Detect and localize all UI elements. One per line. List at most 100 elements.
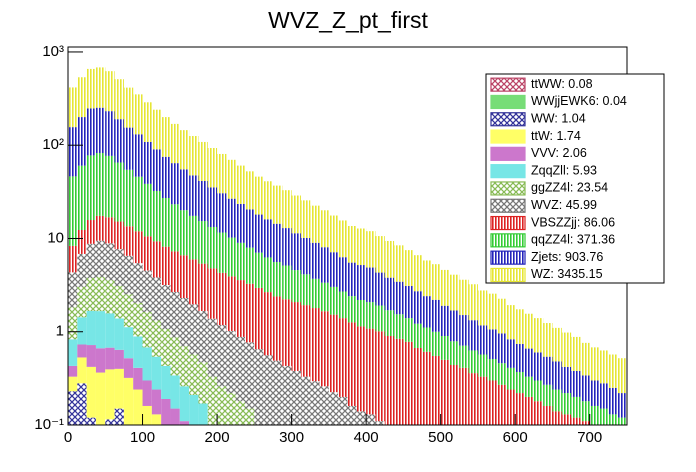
histogram-segment bbox=[571, 370, 581, 397]
histogram-segment bbox=[384, 310, 395, 337]
histogram-segment bbox=[170, 408, 180, 425]
histogram-segment bbox=[561, 414, 572, 425]
histogram-segment bbox=[86, 277, 96, 311]
histogram-segment bbox=[599, 383, 609, 409]
histogram-segment bbox=[170, 204, 180, 252]
histogram-segment bbox=[170, 163, 180, 205]
legend-swatch bbox=[490, 198, 526, 213]
histogram-segment bbox=[179, 421, 190, 425]
histogram-segment bbox=[142, 102, 152, 142]
histogram-segment bbox=[366, 302, 376, 329]
histogram-segment bbox=[114, 249, 124, 287]
y-tick-label: 10³ bbox=[42, 43, 64, 60]
histogram-segment bbox=[282, 265, 292, 300]
histogram-segment bbox=[543, 405, 553, 425]
histogram-segment bbox=[272, 262, 283, 297]
x-tick-label: 0 bbox=[64, 429, 72, 446]
histogram-segment bbox=[114, 119, 124, 163]
histogram-segment bbox=[505, 389, 516, 425]
histogram-segment bbox=[114, 79, 124, 120]
histogram-segment bbox=[375, 305, 385, 332]
histogram-segment bbox=[496, 384, 506, 425]
histogram-segment bbox=[515, 343, 525, 373]
histogram-segment bbox=[412, 323, 423, 348]
legend-swatch bbox=[490, 233, 526, 248]
histogram-segment bbox=[543, 356, 553, 385]
histogram-segment bbox=[235, 203, 246, 243]
histogram-segment bbox=[95, 67, 106, 108]
legend-label: VBSZZjj: 86.06 bbox=[531, 215, 615, 229]
histogram-segment bbox=[589, 405, 600, 425]
histogram-segment bbox=[449, 341, 460, 365]
histogram-segment bbox=[300, 237, 311, 275]
y-tick-label: 10 bbox=[47, 229, 64, 246]
histogram-segment bbox=[235, 401, 246, 425]
histogram-segment bbox=[319, 247, 329, 283]
histogram-segment bbox=[133, 336, 143, 368]
x-tick-label: 200 bbox=[205, 429, 230, 446]
histogram-segment bbox=[161, 246, 171, 286]
histogram-segment bbox=[254, 349, 264, 425]
histogram-segment bbox=[68, 376, 78, 392]
histogram-segment bbox=[543, 323, 553, 357]
histogram-segment bbox=[338, 220, 348, 258]
histogram-segment bbox=[263, 355, 273, 425]
histogram-segment bbox=[282, 299, 292, 366]
histogram-segment bbox=[170, 123, 180, 164]
histogram-segment bbox=[161, 399, 171, 425]
histogram-segment bbox=[394, 314, 404, 339]
histogram-segment bbox=[347, 225, 357, 263]
histogram-segment bbox=[161, 156, 171, 198]
histogram-segment bbox=[263, 292, 273, 356]
histogram-segment bbox=[580, 421, 590, 425]
histogram-segment bbox=[319, 210, 329, 248]
histogram-segment bbox=[468, 320, 478, 351]
histogram-segment bbox=[170, 291, 180, 338]
histogram-segment bbox=[95, 372, 106, 425]
histogram-segment bbox=[617, 417, 627, 425]
histogram-segment bbox=[487, 380, 497, 425]
histogram-segment bbox=[151, 109, 162, 150]
histogram-segment bbox=[319, 386, 329, 425]
histogram-segment bbox=[105, 111, 115, 156]
histogram-segment bbox=[347, 262, 357, 297]
histogram-segment bbox=[77, 117, 87, 166]
histogram-segment bbox=[533, 401, 544, 425]
histogram-segment bbox=[254, 176, 264, 215]
histogram-segment bbox=[142, 380, 152, 406]
histogram-segment bbox=[291, 302, 301, 371]
histogram-segment bbox=[477, 290, 488, 326]
legend-swatch bbox=[490, 112, 526, 127]
histogram-segment bbox=[86, 155, 96, 221]
histogram-segment bbox=[552, 327, 562, 362]
legend-label: WZ: 3435.15 bbox=[531, 267, 603, 281]
histogram-segment bbox=[291, 270, 301, 303]
histogram-segment bbox=[272, 360, 283, 425]
histogram-segment bbox=[422, 351, 432, 425]
histogram-segment bbox=[207, 318, 218, 377]
histogram-segment bbox=[77, 165, 87, 230]
histogram-segment bbox=[366, 328, 376, 415]
histogram-segment bbox=[524, 396, 534, 425]
legend-label: WVZ: 45.99 bbox=[531, 198, 597, 212]
histogram-segment bbox=[198, 403, 208, 425]
histogram-segment bbox=[338, 257, 348, 292]
histogram-segment bbox=[161, 285, 171, 329]
histogram-segment bbox=[328, 314, 339, 393]
histogram-segment bbox=[571, 396, 581, 418]
histogram-segment bbox=[133, 231, 143, 264]
histogram-segment bbox=[189, 394, 199, 425]
histogram-segment bbox=[403, 250, 413, 286]
histogram-segment bbox=[310, 278, 320, 309]
histogram-segment bbox=[198, 263, 208, 311]
histogram-segment bbox=[114, 349, 124, 369]
histogram-segment bbox=[77, 286, 87, 318]
histogram-segment bbox=[133, 302, 143, 337]
histogram-segment bbox=[133, 263, 143, 303]
histogram-segment bbox=[403, 318, 413, 342]
histogram-segment bbox=[412, 347, 423, 425]
histogram-segment bbox=[179, 130, 190, 170]
histogram-segment bbox=[86, 417, 96, 425]
histogram-segment bbox=[198, 180, 208, 222]
histogram-segment bbox=[338, 291, 348, 319]
